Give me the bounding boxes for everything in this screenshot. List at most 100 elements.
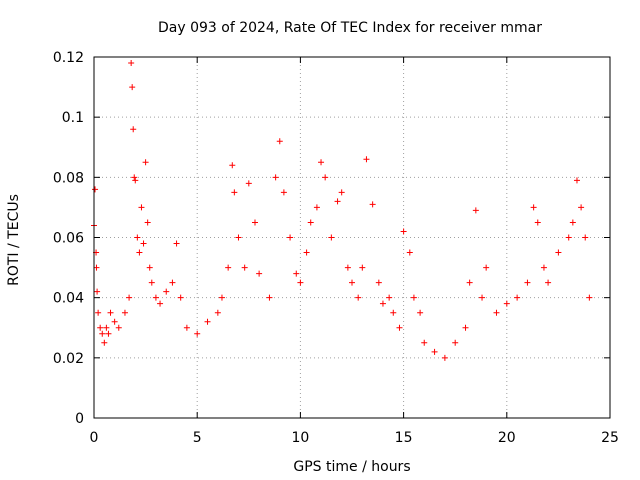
data-point <box>130 126 137 133</box>
data-point <box>396 324 403 331</box>
data-point <box>136 249 143 256</box>
data-point <box>229 162 236 169</box>
data-point <box>524 279 531 286</box>
data-point <box>251 219 258 226</box>
data-point <box>287 234 294 241</box>
data-point <box>334 198 341 205</box>
y-axis-ticks: 0 0.02 0.04 0.06 0.08 0.1 0.12 <box>53 50 610 427</box>
data-point <box>121 309 128 316</box>
data-point <box>328 234 335 241</box>
data-point <box>241 264 248 271</box>
data-point <box>140 240 147 247</box>
data-point <box>128 60 135 67</box>
data-point <box>115 324 122 331</box>
x-tick-label: 25 <box>601 430 619 446</box>
data-point <box>101 339 108 346</box>
y-axis-label: ROTI / TECUs <box>6 194 22 286</box>
y-tick-label: 0.04 <box>53 291 84 307</box>
data-point <box>431 348 438 355</box>
data-points <box>91 60 593 361</box>
data-point <box>466 279 473 286</box>
data-point <box>534 219 541 226</box>
data-point <box>565 234 572 241</box>
data-point <box>218 294 225 301</box>
data-point <box>126 294 133 301</box>
data-point <box>462 324 469 331</box>
data-point <box>152 294 159 301</box>
y-tick-label: 0 <box>75 411 84 427</box>
data-point <box>183 324 190 331</box>
data-point <box>441 354 448 361</box>
x-axis-label: GPS time / hours <box>293 459 410 475</box>
data-point <box>307 219 314 226</box>
data-point <box>111 318 118 325</box>
data-point <box>313 204 320 211</box>
data-point <box>569 219 576 226</box>
data-point <box>144 219 151 226</box>
data-point <box>107 309 114 316</box>
data-point <box>555 249 562 256</box>
data-point <box>514 294 521 301</box>
data-point <box>400 228 407 235</box>
data-point <box>214 309 221 316</box>
data-point <box>303 249 310 256</box>
data-point <box>379 300 386 307</box>
data-point <box>386 294 393 301</box>
data-point <box>452 339 459 346</box>
data-point <box>225 264 232 271</box>
data-point <box>194 330 201 337</box>
data-point <box>97 324 104 331</box>
data-point <box>204 318 211 325</box>
data-point <box>349 279 355 286</box>
data-point <box>245 180 252 187</box>
data-point <box>582 234 589 241</box>
data-point <box>493 309 500 316</box>
data-point <box>92 186 99 193</box>
data-point <box>169 279 176 286</box>
y-tick-label: 0.1 <box>62 110 84 126</box>
data-point <box>410 294 417 301</box>
data-point <box>573 177 580 184</box>
data-point <box>318 159 325 166</box>
data-point <box>322 174 329 181</box>
data-point <box>99 330 106 337</box>
data-point <box>406 249 413 256</box>
data-point <box>472 207 479 214</box>
data-point <box>146 264 153 271</box>
data-point <box>173 240 180 247</box>
data-point <box>293 270 300 277</box>
data-point <box>359 264 366 271</box>
data-point <box>479 294 486 301</box>
data-point <box>375 279 382 286</box>
x-tick-label: 5 <box>193 430 202 446</box>
data-point <box>369 201 376 208</box>
plot-frame <box>93 56 611 419</box>
y-tick-label: 0.08 <box>53 170 84 186</box>
x-tick-label: 20 <box>498 430 516 446</box>
data-point <box>483 264 490 271</box>
data-point <box>280 189 287 196</box>
data-point <box>586 294 593 301</box>
data-point <box>256 270 263 277</box>
data-point <box>231 189 238 196</box>
data-point <box>235 234 242 241</box>
data-point <box>266 294 273 301</box>
y-tick-label: 0.12 <box>53 50 84 66</box>
data-point <box>132 177 139 184</box>
x-tick-label: 10 <box>291 430 309 446</box>
data-point <box>338 189 345 196</box>
data-point <box>138 204 145 211</box>
data-point <box>578 204 585 211</box>
data-point <box>421 339 428 346</box>
data-point <box>134 234 141 241</box>
data-point <box>417 309 424 316</box>
data-point <box>363 156 370 163</box>
data-point <box>355 294 362 301</box>
x-tick-label: 15 <box>395 430 413 446</box>
y-tick-label: 0.06 <box>53 231 84 247</box>
data-point <box>540 264 547 271</box>
data-point <box>344 264 351 271</box>
data-point <box>142 159 149 166</box>
data-point <box>129 84 136 91</box>
